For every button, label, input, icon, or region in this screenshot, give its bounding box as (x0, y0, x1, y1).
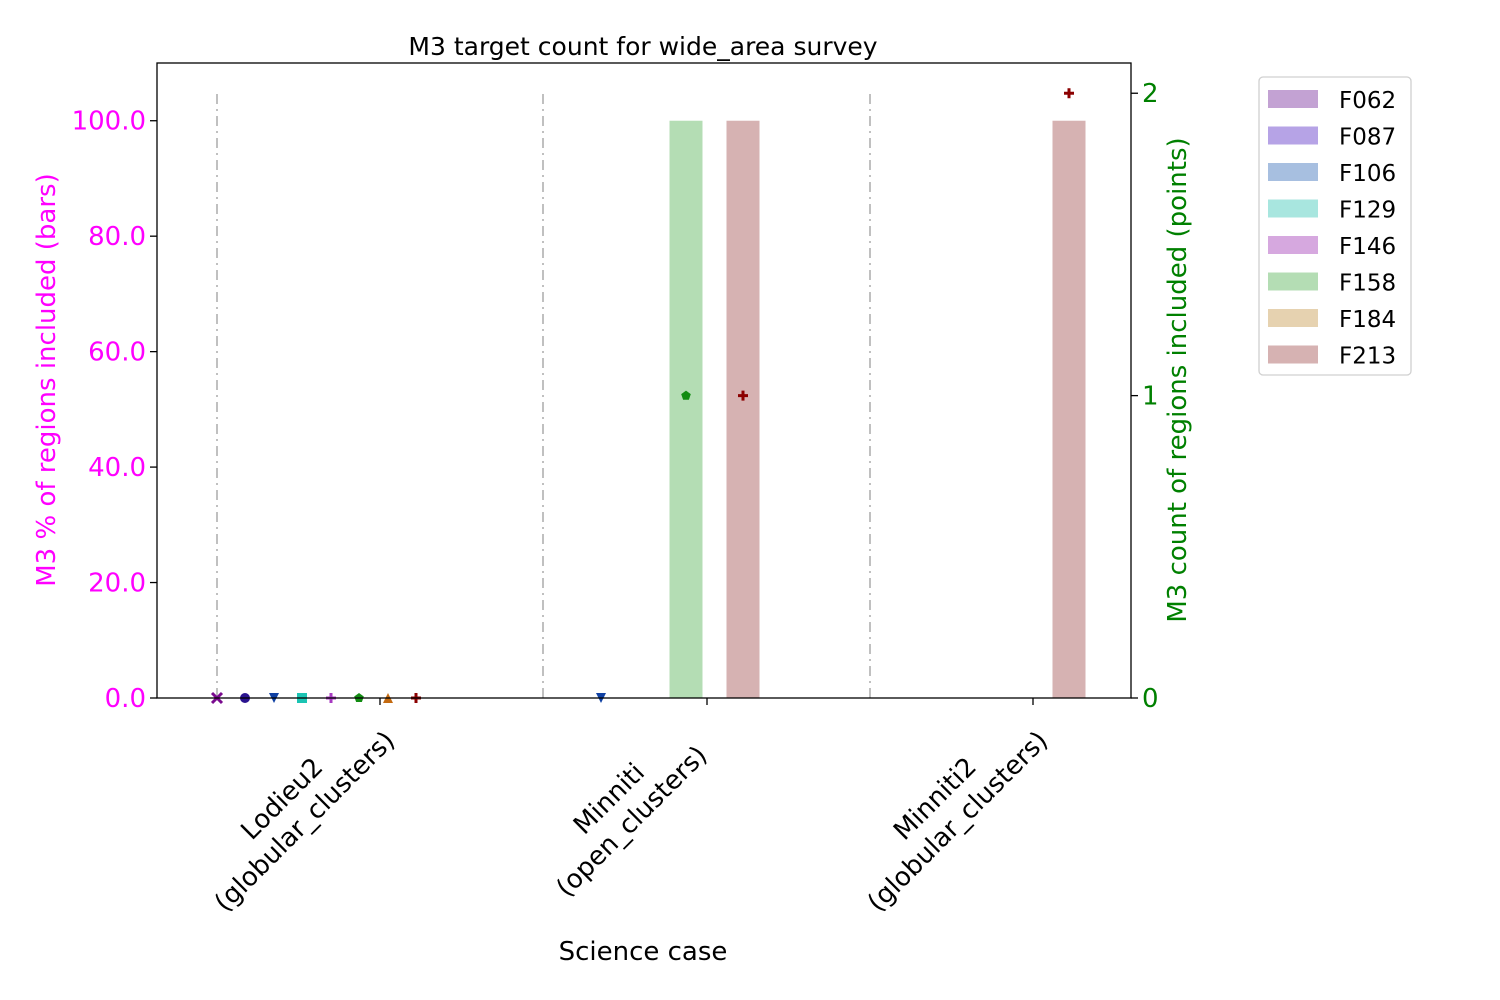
point-f213-1 (738, 390, 748, 401)
x-axis-label: Science case (559, 937, 728, 967)
legend-swatch-f087 (1268, 126, 1318, 145)
legend-swatch-f146 (1268, 236, 1318, 254)
legend-frame (1258, 76, 1412, 376)
x-tick-label: Minniti2(globular_clusters) (839, 703, 1054, 918)
point-f213-2 (1064, 88, 1074, 99)
plot-frame (156, 62, 1132, 699)
y-axis-right-label: M3 count of regions included (points) (1163, 137, 1193, 622)
svg-text:Lodieu2(globular_clusters): Lodieu2(globular_clusters) (186, 703, 401, 918)
legend-label-f158: F158 (1339, 271, 1396, 297)
y-right-tick-label: 0 (1142, 684, 1159, 714)
plot-area: 0.0 20.0 40.0 60.0 80.0 100.0 0 1 2 Lodieu2(globu… (72, 62, 1159, 918)
legend-swatch-f158 (1268, 272, 1318, 291)
chart-title: M3 target count for wide_area survey (408, 32, 877, 61)
legend-label-f062: F062 (1339, 88, 1396, 114)
legend-label-f146: F146 (1339, 234, 1396, 260)
point-f158-1 (681, 390, 691, 400)
legend: F062 F087 F106 F129 F146 F158 F184 F213 (1258, 76, 1412, 376)
y-axis-left-label: M3 % of regions included (bars) (32, 173, 62, 587)
y-left-tick-label: 80.0 (88, 222, 146, 252)
y-left-tick-label: 100.0 (72, 107, 146, 137)
legend-label-f213: F213 (1339, 344, 1396, 370)
x-tick-label: Minniti(open_clusters) (528, 718, 714, 903)
legend-swatch-f129 (1268, 199, 1318, 218)
bar-f158-1 (669, 120, 703, 698)
x-tick-label: Lodieu2(globular_clusters) (186, 703, 401, 918)
y-left-tick-label: 0.0 (105, 684, 146, 714)
y-right-tick-label: 1 (1142, 382, 1159, 412)
legend-label-f087: F087 (1339, 125, 1396, 151)
legend-swatch-f062 (1268, 90, 1318, 108)
y-left-tick-label: 20.0 (88, 569, 146, 599)
bar-f213-1 (726, 120, 760, 698)
legend-swatch-f106 (1268, 163, 1318, 181)
y-right-tick-label: 2 (1142, 79, 1159, 109)
bar-f213-2 (1052, 120, 1086, 698)
y-left-tick-label: 60.0 (88, 338, 146, 368)
svg-text:Minniti(open_clusters): Minniti(open_clusters) (528, 718, 713, 903)
legend-swatch-f213 (1268, 345, 1318, 364)
legend-label-f106: F106 (1339, 161, 1396, 187)
svg-text:Minniti2(globular_clusters): Minniti2(globular_clusters) (839, 703, 1054, 918)
legend-label-f129: F129 (1339, 198, 1396, 224)
legend-label-f184: F184 (1339, 307, 1396, 333)
y-left-tick-label: 40.0 (88, 453, 146, 483)
legend-swatch-f184 (1268, 309, 1318, 327)
